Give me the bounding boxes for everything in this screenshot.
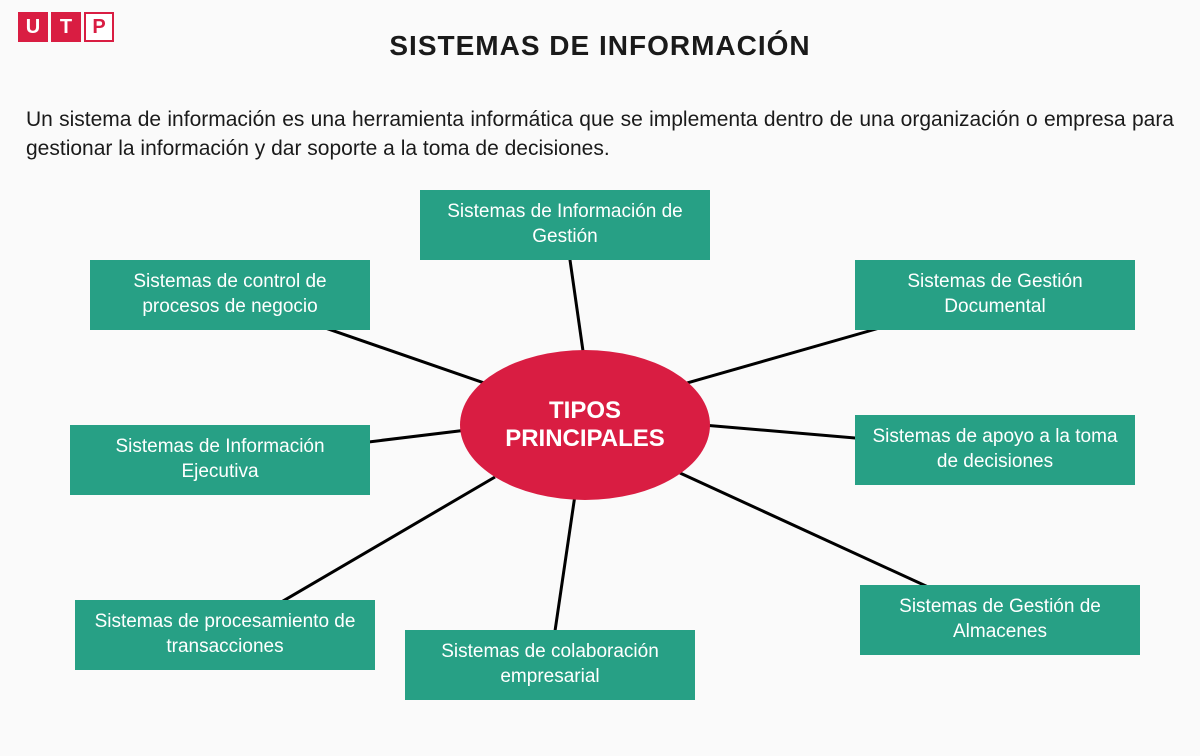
center-label-2: PRINCIPALES [505,425,665,453]
type-node-label: Sistemas de Gestión Documental [867,270,1123,319]
type-node: Sistemas de procesamiento de transaccion… [75,600,375,670]
type-node-label: Sistemas de control de procesos de negoc… [102,270,358,319]
type-node: Sistemas de Gestión Documental [855,260,1135,330]
type-node-label: Sistemas de apoyo a la toma de decisione… [867,425,1123,474]
type-node: Sistemas de Información de Gestión [420,190,710,260]
type-node: Sistemas de Información Ejecutiva [70,425,370,495]
type-node: Sistemas de colaboración empresarial [405,630,695,700]
type-node: Sistemas de control de procesos de negoc… [90,260,370,330]
type-node-label: Sistemas de Gestión de Almacenes [872,595,1128,644]
radial-diagram: TIPOS PRINCIPALES Sistemas de Informació… [0,180,1200,736]
type-node-label: Sistemas de procesamiento de transaccion… [87,610,363,659]
type-node-label: Sistemas de colaboración empresarial [417,640,683,689]
type-node: Sistemas de Gestión de Almacenes [860,585,1140,655]
type-node-label: Sistemas de Información Ejecutiva [82,435,358,484]
center-node: TIPOS PRINCIPALES [460,350,710,500]
type-node: Sistemas de apoyo a la toma de decisione… [855,415,1135,485]
type-node-label: Sistemas de Información de Gestión [432,200,698,249]
center-label-1: TIPOS [505,397,665,425]
description-text: Un sistema de información es una herrami… [26,105,1174,164]
page-title: SISTEMAS DE INFORMACIÓN [0,30,1200,62]
